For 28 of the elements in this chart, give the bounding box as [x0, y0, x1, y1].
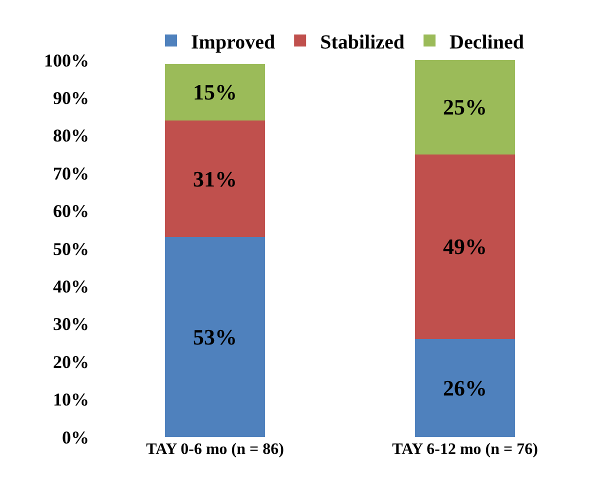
y-tick-label: 60%: [53, 201, 89, 222]
y-tick-label: 100%: [44, 50, 89, 70]
x-tick-label: TAY 0-6 mo (n = 86): [146, 441, 284, 458]
data-label: 25%: [443, 94, 487, 120]
data-label: 31%: [193, 166, 237, 192]
y-tick-label: 50%: [53, 238, 89, 259]
y-tick-label: 20%: [53, 352, 89, 372]
bar: [415, 338, 515, 437]
y-tick-label: 90%: [53, 88, 89, 108]
y-tick-label: 80%: [53, 126, 89, 146]
bar: [415, 154, 515, 339]
data-label: 15%: [193, 80, 237, 105]
bar: [165, 237, 265, 437]
y-tick-label: 30%: [53, 314, 89, 334]
y-tick-label: 40%: [53, 276, 89, 296]
y-tick-label: 10%: [53, 390, 89, 410]
bar: [165, 64, 265, 120]
x-tick-label: TAY 6-12 mo (n = 76): [392, 441, 538, 458]
data-label: 26%: [443, 375, 487, 400]
data-label: 53%: [193, 324, 237, 350]
bar: [165, 120, 265, 238]
data-label: 49%: [443, 234, 487, 260]
bar: [415, 60, 515, 154]
y-tick-label: 70%: [53, 163, 89, 184]
legend-label: Declined: [450, 31, 524, 54]
legend-label: Stabilized: [320, 31, 405, 54]
y-tick-label: 0%: [62, 427, 89, 448]
legend-label: Improved: [191, 31, 276, 54]
